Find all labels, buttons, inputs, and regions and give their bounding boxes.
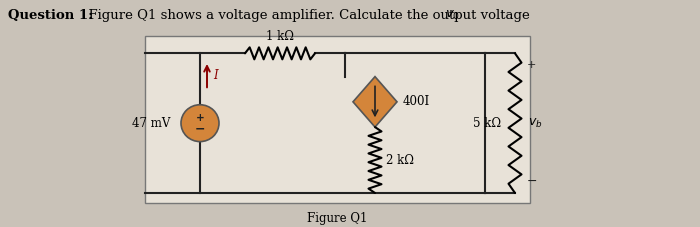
Polygon shape xyxy=(353,77,397,127)
Text: I: I xyxy=(213,69,218,82)
Text: −: − xyxy=(195,123,205,136)
Text: 47 mV: 47 mV xyxy=(132,117,170,130)
Text: +: + xyxy=(195,113,204,123)
Text: Question 1:: Question 1: xyxy=(8,9,93,22)
Text: 400I: 400I xyxy=(403,95,430,108)
Text: 1 kΩ: 1 kΩ xyxy=(266,30,294,43)
Text: $v_b$: $v_b$ xyxy=(528,117,542,130)
Text: −: − xyxy=(527,175,538,188)
Circle shape xyxy=(181,105,219,142)
Text: 2 kΩ: 2 kΩ xyxy=(386,153,414,167)
Text: Figure Q1: Figure Q1 xyxy=(307,212,368,225)
Text: +: + xyxy=(527,60,536,70)
FancyBboxPatch shape xyxy=(145,36,530,203)
Text: 5 kΩ: 5 kΩ xyxy=(473,117,501,130)
Text: Figure Q1 shows a voltage amplifier. Calculate the output voltage: Figure Q1 shows a voltage amplifier. Cal… xyxy=(80,9,534,22)
Text: $v_0$: $v_0$ xyxy=(445,9,460,22)
